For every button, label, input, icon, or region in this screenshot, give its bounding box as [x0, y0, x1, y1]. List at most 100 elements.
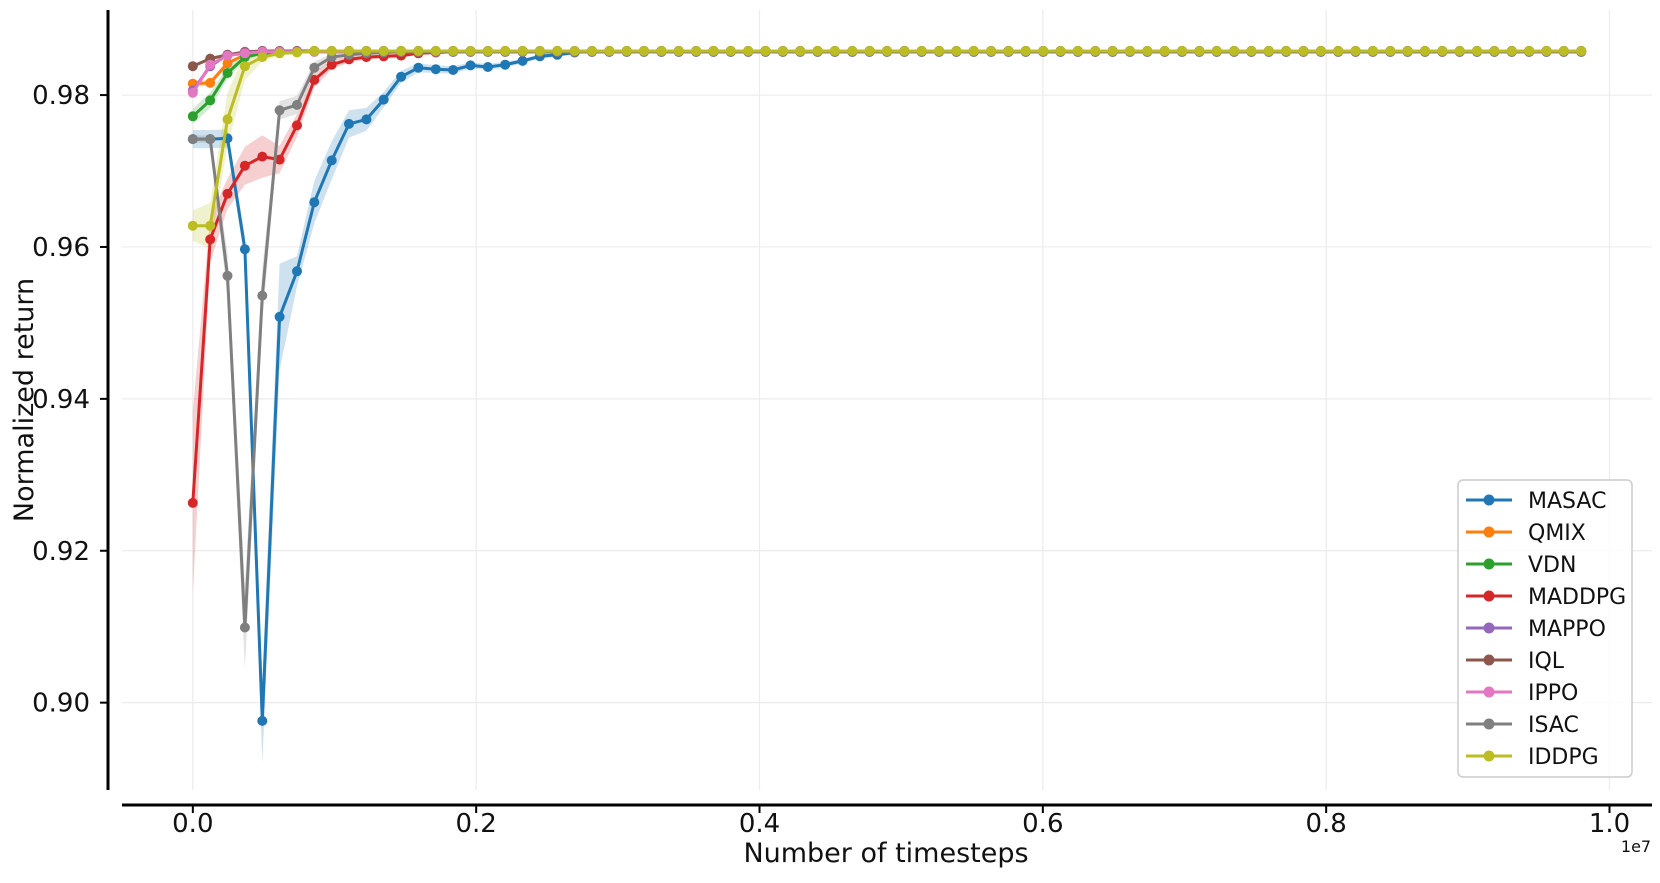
x-tick-label: 0.6 — [1022, 809, 1063, 839]
y-tick-label: 0.98 — [32, 81, 90, 111]
legend-swatch-marker — [1483, 654, 1495, 666]
data-point — [413, 46, 424, 56]
data-point — [899, 46, 910, 56]
data-point — [344, 46, 354, 56]
data-point — [239, 244, 250, 255]
series-group — [187, 46, 1587, 231]
data-point — [326, 46, 337, 56]
data-point — [361, 114, 372, 125]
series-lines — [187, 46, 1587, 726]
y-ticks: 0.90 0.92 0.94 0.96 0.98 — [32, 81, 108, 719]
data-point — [465, 60, 476, 71]
x-tick-label: 0.8 — [1305, 809, 1346, 839]
data-point — [205, 134, 216, 145]
legend-label: IQL — [1528, 649, 1565, 674]
data-point — [309, 62, 320, 73]
x-tick-label: 1.0 — [1589, 809, 1630, 839]
data-point — [882, 46, 892, 56]
legend-label: VDN — [1528, 553, 1576, 578]
legend: MASAC QMIX VDN MADDPG MAPPO IQL IPPO ISAC IDDPG — [1457, 479, 1633, 778]
data-point — [239, 622, 250, 633]
data-point — [309, 74, 320, 85]
legend-swatch-marker — [1483, 494, 1495, 506]
data-point — [604, 46, 615, 56]
data-point — [257, 715, 268, 726]
data-point — [500, 59, 511, 70]
data-point — [430, 46, 441, 56]
data-point — [1506, 46, 1517, 56]
y-tick-label: 0.90 — [32, 689, 90, 719]
data-point — [847, 46, 858, 56]
data-point — [1211, 46, 1222, 56]
data-point — [1107, 46, 1118, 56]
data-point — [448, 46, 459, 56]
data-point — [292, 120, 302, 131]
data-point — [864, 46, 875, 56]
data-point — [1541, 46, 1552, 56]
data-point — [205, 234, 216, 245]
data-point — [448, 65, 459, 75]
series-line — [191, 50, 1582, 118]
data-point — [257, 290, 268, 301]
data-point — [1315, 46, 1326, 56]
data-point — [1472, 46, 1482, 56]
data-point — [673, 46, 684, 56]
data-point — [222, 270, 233, 281]
data-point — [639, 46, 649, 56]
legend-label: MASAC — [1528, 489, 1606, 514]
data-point — [1020, 46, 1031, 56]
data-point — [1055, 46, 1066, 56]
data-point — [1142, 46, 1153, 56]
data-point — [1489, 46, 1500, 56]
data-point — [829, 46, 840, 56]
series-line — [192, 49, 1582, 723]
data-point — [1558, 46, 1569, 56]
data-point — [1038, 46, 1049, 56]
data-point — [1333, 46, 1344, 56]
data-point — [1420, 46, 1430, 56]
data-point — [205, 220, 216, 231]
data-point — [1350, 46, 1361, 56]
x-axis-title: Number of timesteps — [743, 838, 1028, 869]
legend-label: IDDPG — [1528, 745, 1599, 770]
legend-swatch-marker — [1483, 526, 1495, 538]
data-point — [1576, 46, 1587, 56]
legend-swatch-marker — [1483, 750, 1495, 762]
x-tick-label: 0.2 — [455, 809, 496, 839]
data-point — [239, 61, 250, 72]
data-point — [413, 62, 424, 73]
data-point — [1159, 46, 1170, 56]
series-group — [187, 46, 1587, 726]
confidence-bands — [192, 49, 1582, 763]
data-point — [482, 62, 493, 72]
data-point — [1003, 46, 1014, 56]
legend-frame — [1457, 479, 1633, 778]
data-point — [656, 46, 667, 56]
legend-swatch-marker — [1483, 622, 1495, 634]
legend-swatch-marker — [1483, 558, 1495, 570]
data-point — [708, 46, 719, 56]
data-point — [257, 151, 268, 162]
data-point — [187, 61, 198, 72]
data-point — [1072, 46, 1083, 56]
confidence-band — [192, 50, 1582, 670]
legend-label: IPPO — [1528, 681, 1578, 706]
data-point — [205, 77, 216, 88]
data-point — [205, 95, 216, 106]
data-point — [187, 497, 198, 508]
legend-swatch-marker — [1483, 590, 1495, 602]
data-point — [205, 59, 216, 70]
data-point — [916, 46, 927, 56]
data-point — [1437, 46, 1448, 56]
data-point — [569, 46, 580, 56]
data-point — [465, 46, 476, 56]
data-point — [309, 46, 320, 56]
y-axis-title: Normalized return — [9, 278, 40, 522]
data-point — [274, 154, 285, 165]
data-point — [743, 46, 754, 56]
series-group — [187, 46, 1587, 633]
data-point — [517, 55, 528, 66]
data-point — [187, 134, 198, 145]
series-group — [187, 46, 1587, 508]
